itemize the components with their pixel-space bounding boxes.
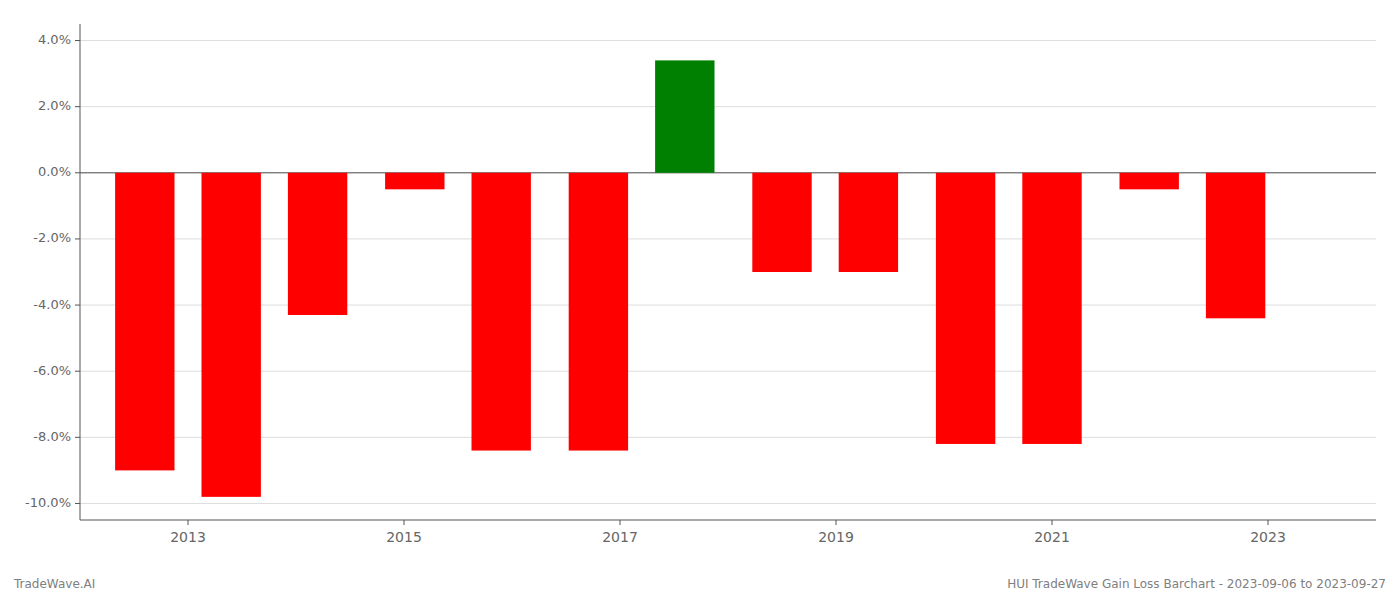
zero-line <box>80 172 1376 173</box>
grid-line <box>80 238 1376 239</box>
y-tick <box>75 503 80 504</box>
grid-line <box>80 305 1376 306</box>
y-axis-line <box>80 24 81 520</box>
x-axis-line <box>80 520 1376 521</box>
bar <box>288 173 347 315</box>
y-tick-label: 0.0% <box>38 164 71 179</box>
grid-line <box>80 172 1376 173</box>
bar <box>472 173 531 451</box>
y-tick <box>75 305 80 306</box>
x-tick-label: 2013 <box>170 529 206 545</box>
footer-text: TradeWave.AI <box>13 577 95 591</box>
y-tick <box>75 172 80 173</box>
x-tick-label: 2019 <box>818 529 854 545</box>
bar <box>385 173 444 190</box>
footer-text: HUI TradeWave Gain Loss Barchart - 2023-… <box>1007 577 1386 591</box>
bar <box>1206 173 1265 318</box>
y-tick <box>75 437 80 438</box>
bar <box>1022 173 1081 444</box>
axes: -10.0% -8.0% -6.0% -4.0% -2.0% 0.0% 2.0% 4.0% 20… <box>25 24 1376 545</box>
bar <box>1120 173 1179 190</box>
x-tick <box>836 520 837 525</box>
grid-line <box>80 40 1376 41</box>
footer: TradeWave.AI HUI TradeWave Gain Loss Barc… <box>13 577 1386 591</box>
y-tick-label: 2.0% <box>38 98 71 113</box>
bar <box>936 173 995 444</box>
grid-line <box>80 437 1376 438</box>
bar <box>655 60 714 172</box>
y-tick-label: -8.0% <box>33 429 71 444</box>
x-tick <box>620 520 621 525</box>
bar <box>115 173 174 471</box>
grid-line <box>80 503 1376 504</box>
x-tick <box>404 520 405 525</box>
y-tick-label: -10.0% <box>25 495 71 510</box>
grid-line <box>80 371 1376 372</box>
y-tick <box>75 238 80 239</box>
x-tick-label: 2017 <box>602 529 638 545</box>
x-tick <box>188 520 189 525</box>
bars <box>115 60 1265 496</box>
y-tick <box>75 40 80 41</box>
x-tick-label: 2015 <box>386 529 422 545</box>
chart: -10.0% -8.0% -6.0% -4.0% -2.0% 0.0% 2.0% 4.0% 20… <box>0 0 1400 600</box>
bar <box>752 173 811 272</box>
y-tick-label: -6.0% <box>33 363 71 378</box>
x-tick-label: 2021 <box>1034 529 1070 545</box>
y-tick-label: -2.0% <box>33 230 71 245</box>
grid-line <box>80 106 1376 107</box>
y-tick-label: 4.0% <box>38 32 71 47</box>
x-tick <box>1268 520 1269 525</box>
y-tick-label: -4.0% <box>33 297 71 312</box>
y-tick <box>75 106 80 107</box>
bar <box>839 173 898 272</box>
y-tick <box>75 371 80 372</box>
bar <box>569 173 628 451</box>
x-tick <box>1052 520 1053 525</box>
x-tick-label: 2023 <box>1250 529 1286 545</box>
bar <box>202 173 261 497</box>
grid <box>80 41 1376 504</box>
